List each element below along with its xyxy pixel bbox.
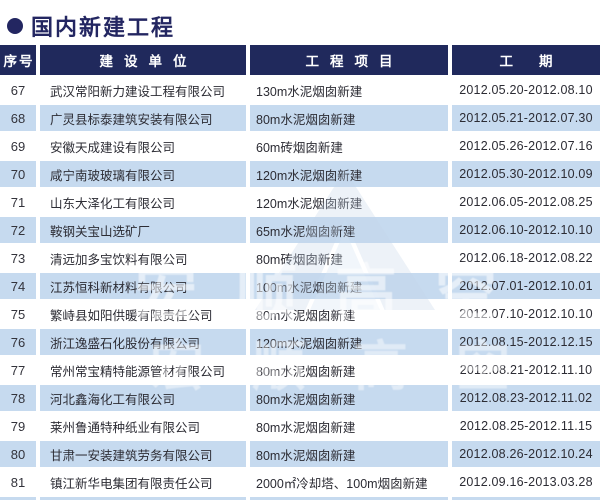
row-period: 2012.06.10-2012.10.10 [452, 217, 600, 243]
row-period: 2012.06.18-2012.08.22 [452, 245, 600, 271]
row-index: 69 [0, 133, 36, 159]
table-row: 67 武汉常阳新力建设工程有限公司 130m水泥烟囱新建 2012.05.20-201… [0, 77, 600, 103]
row-company: 镇江新华电集团有限责任公司 [40, 469, 246, 495]
table-row: 70 咸宁南玻玻璃有限公司 120m水泥烟囱新建 2012.05.30-2012.10… [0, 161, 600, 187]
row-project: 65m水泥烟囱新建 [250, 217, 448, 243]
row-project: 120m水泥烟囱新建 [250, 189, 448, 215]
row-project: 100m水泥烟囱新建 [250, 273, 448, 299]
row-period: 2012.06.05-2012.08.25 [452, 189, 600, 215]
row-index: 72 [0, 217, 36, 243]
row-project: 2000㎡冷却塔、100m烟囱新建 [250, 469, 448, 495]
page-title: 国内新建工程 [7, 10, 175, 42]
row-company: 河北鑫海化工有限公司 [40, 385, 246, 411]
table-row: 69 安徽天成建设有限公司 60m砖烟囱新建 2012.05.26-2012.07.1… [0, 133, 600, 159]
table-row-partial [0, 497, 600, 500]
row-project: 80m水泥烟囱新建 [250, 441, 448, 467]
empty-cell [250, 497, 448, 500]
row-index: 67 [0, 77, 36, 103]
row-period: 2012.05.21-2012.07.30 [452, 105, 600, 131]
row-project: 80m水泥烟囱新建 [250, 105, 448, 131]
row-company: 清远加多宝饮料有限公司 [40, 245, 246, 271]
row-period: 2012.07.10-2012.10.10 [452, 301, 600, 327]
row-project: 130m水泥烟囱新建 [250, 77, 448, 103]
row-company: 武汉常阳新力建设工程有限公司 [40, 77, 246, 103]
column-header-project: 工程项目 [250, 45, 448, 75]
row-period: 2012.05.30-2012.10.09 [452, 161, 600, 187]
table-row: 75 繁峙县如阳供暖有限责任公司 80m水泥烟囱新建 2012.07.10-2012.… [0, 301, 600, 327]
row-company: 安徽天成建设有限公司 [40, 133, 246, 159]
empty-cell [40, 497, 246, 500]
row-company: 浙江逸盛石化股份有限公司 [40, 329, 246, 355]
row-index: 75 [0, 301, 36, 327]
empty-cell [452, 497, 600, 500]
row-project: 80m水泥烟囱新建 [250, 357, 448, 383]
table-row: 74 江苏恒科新材料有限公司 100m水泥烟囱新建 2012.07.01-2012.1… [0, 273, 600, 299]
row-period: 2012.08.21-2012.11.10 [452, 357, 600, 383]
row-project: 80m水泥烟囱新建 [250, 413, 448, 439]
row-company: 常州常宝精特能源管材有限公司 [40, 357, 246, 383]
row-period: 2012.09.16-2013.03.28 [452, 469, 600, 495]
row-index: 77 [0, 357, 36, 383]
row-company: 江苏恒科新材料有限公司 [40, 273, 246, 299]
projects-table: 序号 建设单位 工程项目 工期 67 武汉常阳新力建设工程有限公司 130m水泥烟囱… [0, 45, 600, 500]
row-company: 繁峙县如阳供暖有限责任公司 [40, 301, 246, 327]
row-project: 80m砖烟囱新建 [250, 245, 448, 271]
row-index: 70 [0, 161, 36, 187]
row-company: 咸宁南玻玻璃有限公司 [40, 161, 246, 187]
bullet-icon [7, 18, 23, 34]
row-company: 山东大泽化工有限公司 [40, 189, 246, 215]
table-row: 73 清远加多宝饮料有限公司 80m砖烟囱新建 2012.06.18-2012.08.… [0, 245, 600, 271]
table-row: 72 鞍钢关宝山选矿厂 65m水泥烟囱新建 2012.06.10-2012.10.10 [0, 217, 600, 243]
table-row: 71 山东大泽化工有限公司 120m水泥烟囱新建 2012.06.05-2012.08… [0, 189, 600, 215]
table-row: 81 镇江新华电集团有限责任公司 2000㎡冷却塔、100m烟囱新建 2012.09.… [0, 469, 600, 495]
table-row: 80 甘肃一安装建筑劳务有限公司 80m水泥烟囱新建 2012.08.26-2012.… [0, 441, 600, 467]
row-index: 68 [0, 105, 36, 131]
table-row: 68 广灵县标泰建筑安装有限公司 80m水泥烟囱新建 2012.05.21-2012.… [0, 105, 600, 131]
page-title-text: 国内新建工程 [31, 15, 176, 40]
table-header-row: 序号 建设单位 工程项目 工期 [0, 45, 600, 75]
row-index: 71 [0, 189, 36, 215]
row-index: 74 [0, 273, 36, 299]
row-company: 甘肃一安装建筑劳务有限公司 [40, 441, 246, 467]
row-index: 79 [0, 413, 36, 439]
row-index: 76 [0, 329, 36, 355]
row-index: 73 [0, 245, 36, 271]
column-header-index: 序号 [0, 45, 36, 75]
row-project: 120m水泥烟囱新建 [250, 161, 448, 187]
table-row: 79 莱州鲁通特种纸业有限公司 80m水泥烟囱新建 2012.08.25-2012.1… [0, 413, 600, 439]
row-period: 2012.07.01-2012.10.01 [452, 273, 600, 299]
table-row: 76 浙江逸盛石化股份有限公司 120m水泥烟囱新建 2012.08.15-2012.… [0, 329, 600, 355]
row-project: 80m水泥烟囱新建 [250, 385, 448, 411]
row-index: 78 [0, 385, 36, 411]
table-row: 77 常州常宝精特能源管材有限公司 80m水泥烟囱新建 2012.08.21-2012… [0, 357, 600, 383]
row-project: 120m水泥烟囱新建 [250, 329, 448, 355]
row-period: 2012.08.23-2012.11.02 [452, 385, 600, 411]
column-header-period: 工期 [452, 45, 600, 75]
row-period: 2012.08.25-2012.11.15 [452, 413, 600, 439]
row-period: 2012.08.26-2012.10.24 [452, 441, 600, 467]
row-company: 鞍钢关宝山选矿厂 [40, 217, 246, 243]
row-project: 80m水泥烟囱新建 [250, 301, 448, 327]
row-project: 60m砖烟囱新建 [250, 133, 448, 159]
row-index: 81 [0, 469, 36, 495]
row-period: 2012.08.15-2012.12.15 [452, 329, 600, 355]
row-period: 2012.05.26-2012.07.16 [452, 133, 600, 159]
row-period: 2012.05.20-2012.08.10 [452, 77, 600, 103]
table-row: 78 河北鑫海化工有限公司 80m水泥烟囱新建 2012.08.23-2012.11.… [0, 385, 600, 411]
row-index: 80 [0, 441, 36, 467]
column-header-company: 建设单位 [40, 45, 246, 75]
empty-cell [0, 497, 36, 500]
row-company: 莱州鲁通特种纸业有限公司 [40, 413, 246, 439]
row-company: 广灵县标泰建筑安装有限公司 [40, 105, 246, 131]
